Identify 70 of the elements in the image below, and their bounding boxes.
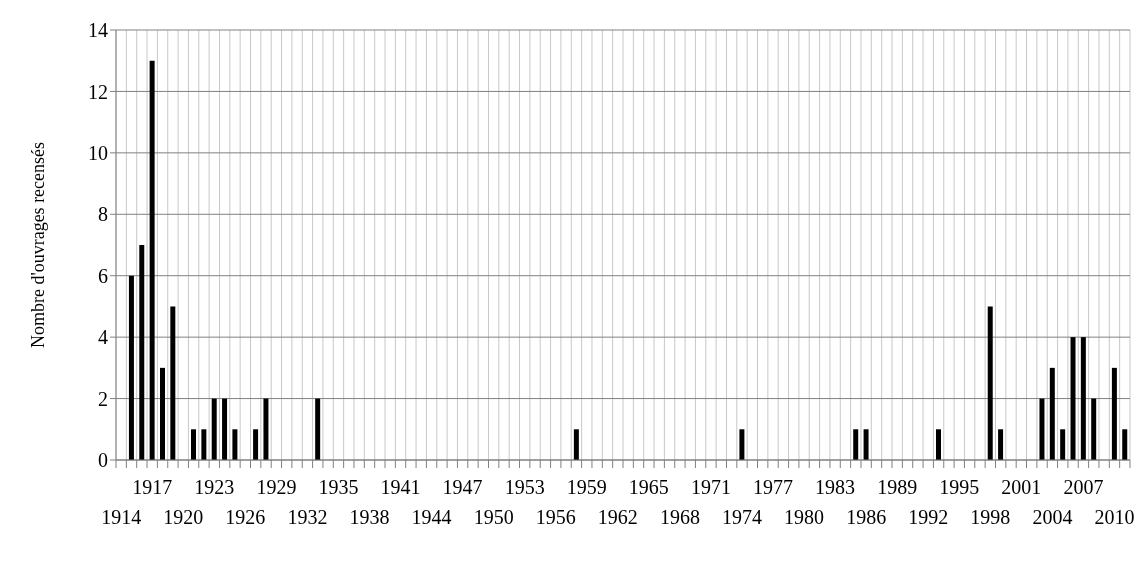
x-tick-label: 1932 <box>287 506 328 528</box>
bar <box>149 60 155 460</box>
y-tick-label: 0 <box>98 449 108 472</box>
bar <box>863 429 869 460</box>
x-tick-label: 1980 <box>784 506 825 528</box>
y-tick-label: 10 <box>88 141 108 164</box>
y-axis-title: Nombre d'ouvrages recensés <box>28 141 49 349</box>
x-tick-label: 1914 <box>101 506 142 528</box>
y-tick-label: 4 <box>98 326 108 349</box>
x-tick-label: 1971 <box>690 476 731 498</box>
bar <box>128 275 134 460</box>
bar <box>191 429 197 460</box>
bar <box>853 429 859 460</box>
bar <box>1039 398 1045 460</box>
bar <box>232 429 238 460</box>
x-tick-label: 1992 <box>908 506 949 528</box>
x-tick-label: 1959 <box>566 476 607 498</box>
x-tick-label: 1929 <box>256 476 297 498</box>
bar <box>935 429 941 460</box>
y-tick-label: 2 <box>98 387 108 410</box>
y-tick-label: 8 <box>98 203 108 226</box>
bar <box>222 398 228 460</box>
y-tick-label: 12 <box>88 80 108 103</box>
x-tick-label: 1941 <box>380 476 421 498</box>
x-tick-label: 1956 <box>535 506 576 528</box>
bar <box>1111 367 1117 460</box>
bar <box>1049 367 1055 460</box>
y-tick-label: 6 <box>98 264 108 287</box>
bar <box>1122 429 1128 460</box>
x-tick-label: 1917 <box>132 476 173 498</box>
bar <box>998 429 1004 460</box>
x-tick-label: 1995 <box>939 476 980 498</box>
bar <box>159 367 165 460</box>
x-tick-label: 1920 <box>163 506 204 528</box>
bar <box>1080 337 1086 460</box>
x-tick-label: 1935 <box>318 476 359 498</box>
x-tick-label: 1947 <box>442 476 483 498</box>
bar <box>1091 398 1097 460</box>
bar <box>573 429 579 460</box>
bar <box>739 429 745 460</box>
bar <box>139 245 145 460</box>
bar <box>263 398 269 460</box>
x-tick-label: 1938 <box>349 506 390 528</box>
bar <box>211 398 217 460</box>
x-tick-label: 2004 <box>1032 506 1073 528</box>
x-tick-label: 1974 <box>721 506 762 528</box>
x-tick-label: 1998 <box>970 506 1011 528</box>
x-tick-label: 1953 <box>504 476 545 498</box>
x-tick-label: 1944 <box>411 506 452 528</box>
x-tick-label: 2001 <box>1001 476 1042 498</box>
x-tick-label: 1950 <box>473 506 514 528</box>
bar <box>315 398 321 460</box>
bar <box>170 306 176 460</box>
bar <box>253 429 259 460</box>
x-tick-label: 2007 <box>1063 476 1104 498</box>
x-tick-label: 1923 <box>194 476 235 498</box>
x-tick-label: 1926 <box>225 506 266 528</box>
x-tick-label: 1983 <box>815 476 856 498</box>
x-tick-label: 1962 <box>597 506 638 528</box>
x-tick-label: 1965 <box>628 476 669 498</box>
x-tick-label: 2010 <box>1094 506 1135 528</box>
bar <box>201 429 207 460</box>
x-tick-label: 1977 <box>753 476 794 498</box>
bar <box>987 306 993 460</box>
bar <box>1070 337 1076 460</box>
x-tick-label: 1989 <box>877 476 918 498</box>
bar <box>1060 429 1066 460</box>
y-tick-label: 14 <box>88 19 108 42</box>
x-tick-label: 1986 <box>846 506 887 528</box>
x-tick-label: 1968 <box>659 506 700 528</box>
